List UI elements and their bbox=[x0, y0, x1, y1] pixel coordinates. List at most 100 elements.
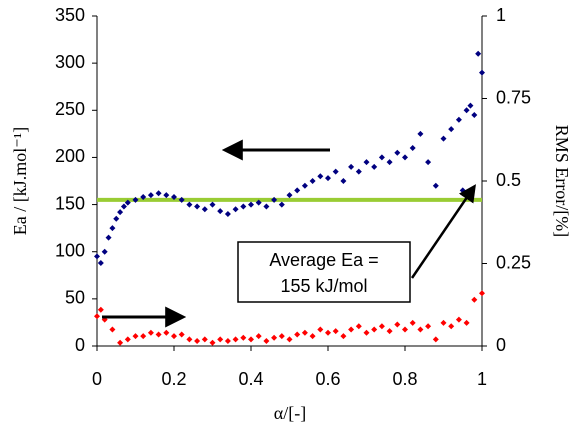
point bbox=[224, 211, 231, 217]
point bbox=[248, 201, 254, 208]
point bbox=[163, 329, 170, 336]
point bbox=[217, 336, 224, 343]
point bbox=[402, 326, 408, 333]
point bbox=[178, 331, 185, 338]
y-axis-label: Ea / [kJ.mol⁻¹] bbox=[10, 127, 30, 235]
point bbox=[209, 201, 216, 208]
point bbox=[448, 323, 455, 330]
point bbox=[132, 196, 139, 203]
point bbox=[286, 192, 293, 199]
point bbox=[467, 102, 474, 109]
point bbox=[120, 203, 127, 210]
point bbox=[448, 126, 455, 133]
point bbox=[417, 326, 424, 333]
point bbox=[325, 175, 331, 182]
point bbox=[155, 331, 162, 338]
point bbox=[301, 329, 308, 336]
point bbox=[348, 326, 355, 333]
annotation: Average Ea = bbox=[269, 250, 378, 270]
point bbox=[132, 333, 139, 340]
x-tick-label: 0.2 bbox=[161, 369, 186, 389]
point bbox=[255, 199, 262, 206]
y2-tick-label: 1 bbox=[496, 5, 506, 25]
point bbox=[394, 149, 401, 156]
point bbox=[402, 154, 408, 161]
point bbox=[309, 333, 316, 340]
point bbox=[363, 159, 370, 166]
point bbox=[471, 112, 478, 118]
point bbox=[232, 206, 239, 213]
point bbox=[171, 333, 177, 340]
point bbox=[340, 333, 347, 340]
point bbox=[332, 168, 339, 175]
point bbox=[417, 130, 424, 137]
point bbox=[248, 336, 254, 343]
point bbox=[348, 163, 355, 170]
point bbox=[394, 321, 401, 328]
x-tick-label: 0.8 bbox=[392, 369, 417, 389]
point bbox=[163, 192, 170, 199]
y2-tick-label: 0.75 bbox=[496, 87, 531, 107]
point bbox=[263, 338, 270, 345]
point bbox=[340, 178, 347, 184]
point bbox=[455, 316, 462, 323]
point bbox=[432, 182, 439, 189]
point bbox=[332, 328, 339, 335]
point bbox=[409, 319, 416, 326]
point bbox=[294, 331, 301, 338]
point bbox=[155, 190, 162, 197]
point bbox=[232, 336, 239, 343]
point bbox=[217, 208, 224, 215]
x-tick-label: 0 bbox=[92, 369, 102, 389]
point bbox=[117, 209, 124, 216]
point bbox=[286, 336, 293, 343]
y-tick-label: 250 bbox=[55, 99, 85, 119]
y-tick-label: 300 bbox=[55, 52, 85, 72]
point bbox=[109, 225, 116, 232]
point bbox=[425, 323, 432, 330]
y-tick-label: 350 bbox=[55, 5, 85, 25]
point bbox=[201, 206, 208, 213]
point bbox=[209, 339, 216, 346]
arrow bbox=[410, 184, 476, 279]
point bbox=[263, 203, 270, 210]
y2-tick-label: 0.5 bbox=[496, 170, 521, 190]
point bbox=[440, 135, 447, 142]
point bbox=[363, 329, 370, 336]
point bbox=[171, 194, 177, 201]
point bbox=[278, 201, 285, 208]
annotation-box bbox=[237, 241, 411, 303]
point bbox=[371, 163, 378, 170]
point bbox=[186, 336, 193, 343]
point bbox=[147, 192, 154, 199]
point bbox=[105, 234, 112, 241]
point bbox=[432, 336, 439, 343]
point bbox=[471, 296, 478, 303]
point bbox=[194, 203, 201, 210]
point bbox=[271, 196, 278, 203]
point bbox=[463, 319, 470, 326]
point bbox=[140, 333, 147, 340]
point bbox=[475, 50, 482, 57]
point bbox=[459, 187, 466, 194]
point bbox=[240, 334, 247, 341]
point bbox=[455, 116, 462, 123]
y-tick-label: 50 bbox=[65, 288, 85, 308]
point bbox=[479, 290, 485, 297]
point bbox=[101, 248, 108, 255]
annotation: 155 kJ/mol bbox=[280, 276, 367, 296]
point bbox=[201, 336, 208, 343]
y2-tick-label: 0.25 bbox=[496, 252, 531, 272]
point bbox=[378, 323, 385, 330]
point bbox=[140, 194, 147, 201]
point bbox=[294, 187, 301, 194]
point bbox=[325, 329, 331, 336]
x-axis-label: α/[-] bbox=[274, 403, 306, 423]
y-tick-label: 150 bbox=[55, 193, 85, 213]
point bbox=[178, 196, 185, 203]
point bbox=[97, 306, 104, 313]
point bbox=[147, 329, 154, 336]
point bbox=[309, 178, 316, 184]
point bbox=[194, 338, 201, 345]
